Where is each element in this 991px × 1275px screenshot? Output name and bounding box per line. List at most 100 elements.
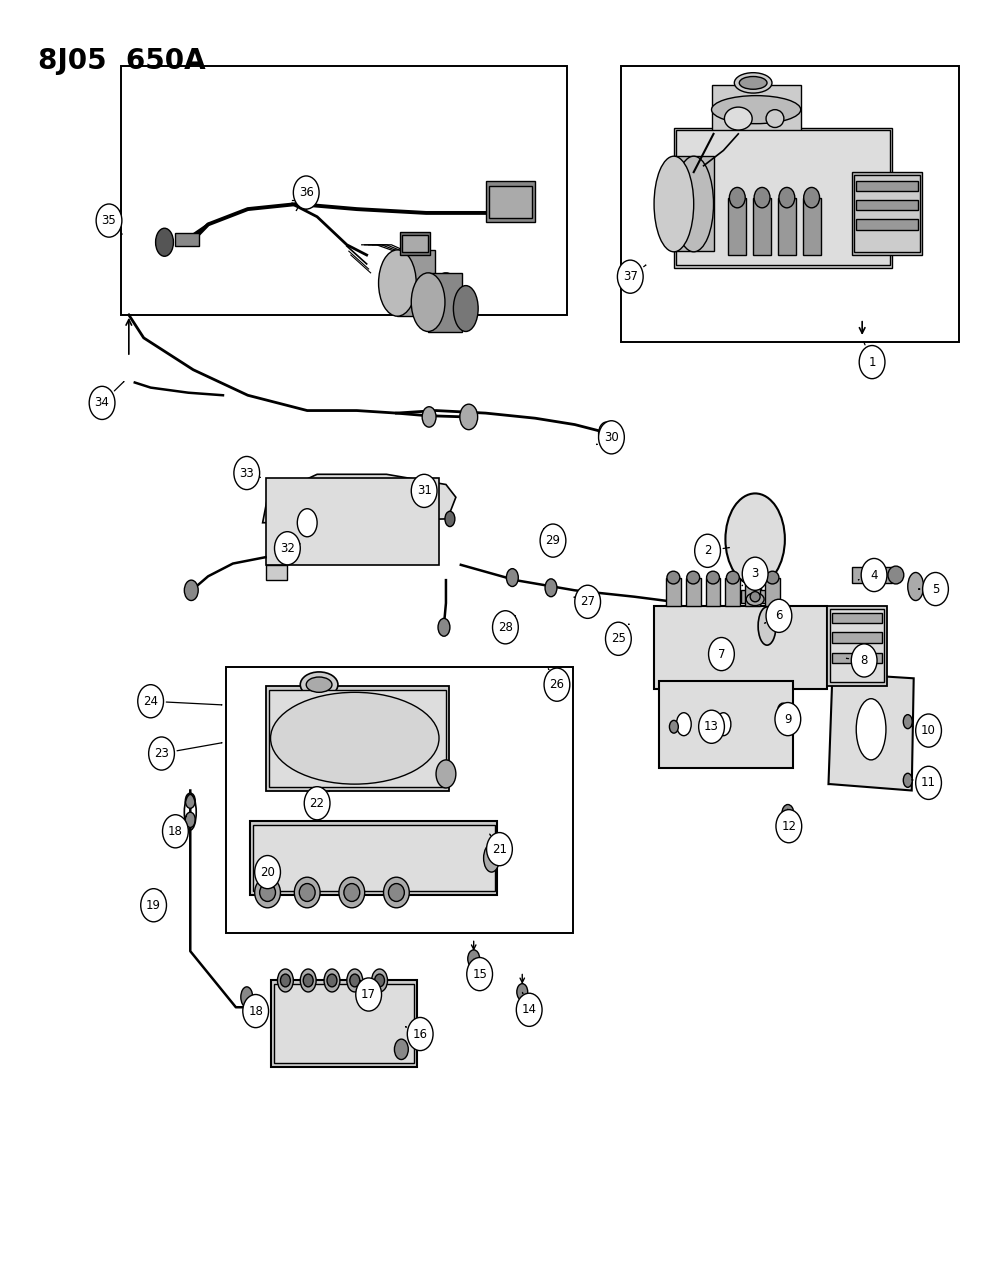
Text: 32: 32 <box>279 542 295 555</box>
Ellipse shape <box>375 974 385 987</box>
Text: 20: 20 <box>260 866 275 878</box>
Circle shape <box>766 599 792 632</box>
Bar <box>271 980 417 1067</box>
Text: 15: 15 <box>472 968 488 980</box>
Circle shape <box>606 622 631 655</box>
Text: 18: 18 <box>167 825 183 838</box>
Circle shape <box>923 572 948 606</box>
Text: 23: 23 <box>154 747 169 760</box>
Bar <box>832 632 882 643</box>
Bar <box>266 686 449 790</box>
Ellipse shape <box>460 404 478 430</box>
Ellipse shape <box>297 509 317 537</box>
Text: 28: 28 <box>497 621 513 634</box>
Ellipse shape <box>422 407 436 427</box>
Circle shape <box>776 810 802 843</box>
Ellipse shape <box>347 969 363 992</box>
Circle shape <box>916 766 941 799</box>
Bar <box>830 609 884 682</box>
Text: 21: 21 <box>492 843 507 856</box>
Ellipse shape <box>716 713 730 736</box>
Circle shape <box>575 585 601 618</box>
Circle shape <box>916 714 941 747</box>
Bar <box>253 825 495 891</box>
Ellipse shape <box>241 987 253 1007</box>
Ellipse shape <box>757 570 769 585</box>
Ellipse shape <box>779 187 795 208</box>
Text: 5: 5 <box>932 583 939 595</box>
Ellipse shape <box>185 793 195 808</box>
Ellipse shape <box>754 187 770 208</box>
Bar <box>654 606 827 689</box>
Text: 16: 16 <box>412 1028 428 1040</box>
Ellipse shape <box>445 511 455 527</box>
Ellipse shape <box>184 580 198 601</box>
Ellipse shape <box>687 571 700 584</box>
Bar <box>852 172 922 255</box>
Ellipse shape <box>908 572 924 601</box>
Circle shape <box>411 474 437 507</box>
Ellipse shape <box>676 713 692 736</box>
Text: 37: 37 <box>622 270 638 283</box>
Ellipse shape <box>327 974 337 987</box>
Bar <box>803 198 821 255</box>
Bar <box>621 66 959 342</box>
Ellipse shape <box>766 571 779 584</box>
Ellipse shape <box>782 805 794 822</box>
Bar <box>266 478 439 565</box>
Bar <box>666 578 681 606</box>
Polygon shape <box>266 565 287 580</box>
Ellipse shape <box>339 877 365 908</box>
Ellipse shape <box>804 187 820 208</box>
Bar <box>428 273 462 332</box>
Bar <box>674 156 714 251</box>
Circle shape <box>149 737 174 770</box>
Bar <box>856 200 918 210</box>
Ellipse shape <box>729 187 745 208</box>
Circle shape <box>163 815 188 848</box>
Ellipse shape <box>746 571 759 584</box>
Ellipse shape <box>746 593 764 606</box>
Bar <box>728 198 746 255</box>
Bar <box>250 821 497 895</box>
Circle shape <box>234 456 260 490</box>
Ellipse shape <box>725 493 785 585</box>
Text: 7: 7 <box>717 648 725 660</box>
Ellipse shape <box>379 250 416 316</box>
Bar <box>269 690 446 787</box>
Circle shape <box>293 176 319 209</box>
Bar <box>402 235 428 252</box>
Circle shape <box>96 204 122 237</box>
Text: 34: 34 <box>94 397 110 409</box>
Bar <box>741 590 769 603</box>
Ellipse shape <box>260 884 275 901</box>
Ellipse shape <box>436 760 456 788</box>
Circle shape <box>89 386 115 419</box>
Text: 2: 2 <box>704 544 712 557</box>
Circle shape <box>255 856 280 889</box>
Text: 8J05  650A: 8J05 650A <box>38 47 205 75</box>
Text: 22: 22 <box>309 797 325 810</box>
Ellipse shape <box>271 692 439 784</box>
Bar <box>856 181 918 191</box>
Circle shape <box>861 558 887 592</box>
Ellipse shape <box>739 76 767 89</box>
Text: 26: 26 <box>549 678 565 691</box>
Ellipse shape <box>255 877 280 908</box>
Bar <box>745 578 760 606</box>
Circle shape <box>709 638 734 671</box>
Ellipse shape <box>306 677 332 692</box>
Bar <box>749 567 761 599</box>
Ellipse shape <box>438 618 450 636</box>
Bar <box>659 681 793 768</box>
Ellipse shape <box>299 884 315 901</box>
Ellipse shape <box>454 286 479 332</box>
Text: 12: 12 <box>781 820 797 833</box>
Ellipse shape <box>766 110 784 128</box>
Circle shape <box>775 703 801 736</box>
Ellipse shape <box>156 228 173 256</box>
Ellipse shape <box>712 96 801 124</box>
Ellipse shape <box>185 812 195 827</box>
Circle shape <box>851 644 877 677</box>
Bar <box>832 653 882 663</box>
